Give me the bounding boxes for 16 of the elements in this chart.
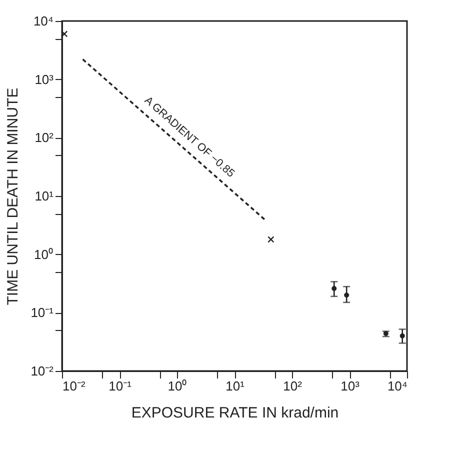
x-tick-label: 10⁻¹	[108, 378, 132, 394]
y-tick-label: 10⁻²	[30, 364, 54, 378]
x-tick-label: 10⁰	[168, 378, 188, 394]
x-tick-label: 10⁻²	[62, 378, 86, 394]
y-tick-label: 10⁻¹	[30, 305, 54, 320]
x-tick-label: 10²	[283, 378, 303, 394]
x-tick-label: 10³	[340, 378, 360, 394]
x-tick-label: 10¹	[226, 378, 246, 394]
y-tick-label: 10²	[34, 130, 54, 146]
y-tick-label: 10⁰	[34, 246, 54, 262]
y-tick-label: 10⁴	[33, 14, 54, 28]
y-tick-label: 10³	[34, 72, 54, 87]
x-tick-label: 10⁴	[387, 378, 408, 394]
y-axis-title: TIME UNTIL DEATH IN MINUTE	[4, 88, 22, 306]
y-tick-label: 10¹	[34, 188, 54, 204]
x-axis-title: EXPOSURE RATE IN krad/min	[131, 404, 339, 422]
